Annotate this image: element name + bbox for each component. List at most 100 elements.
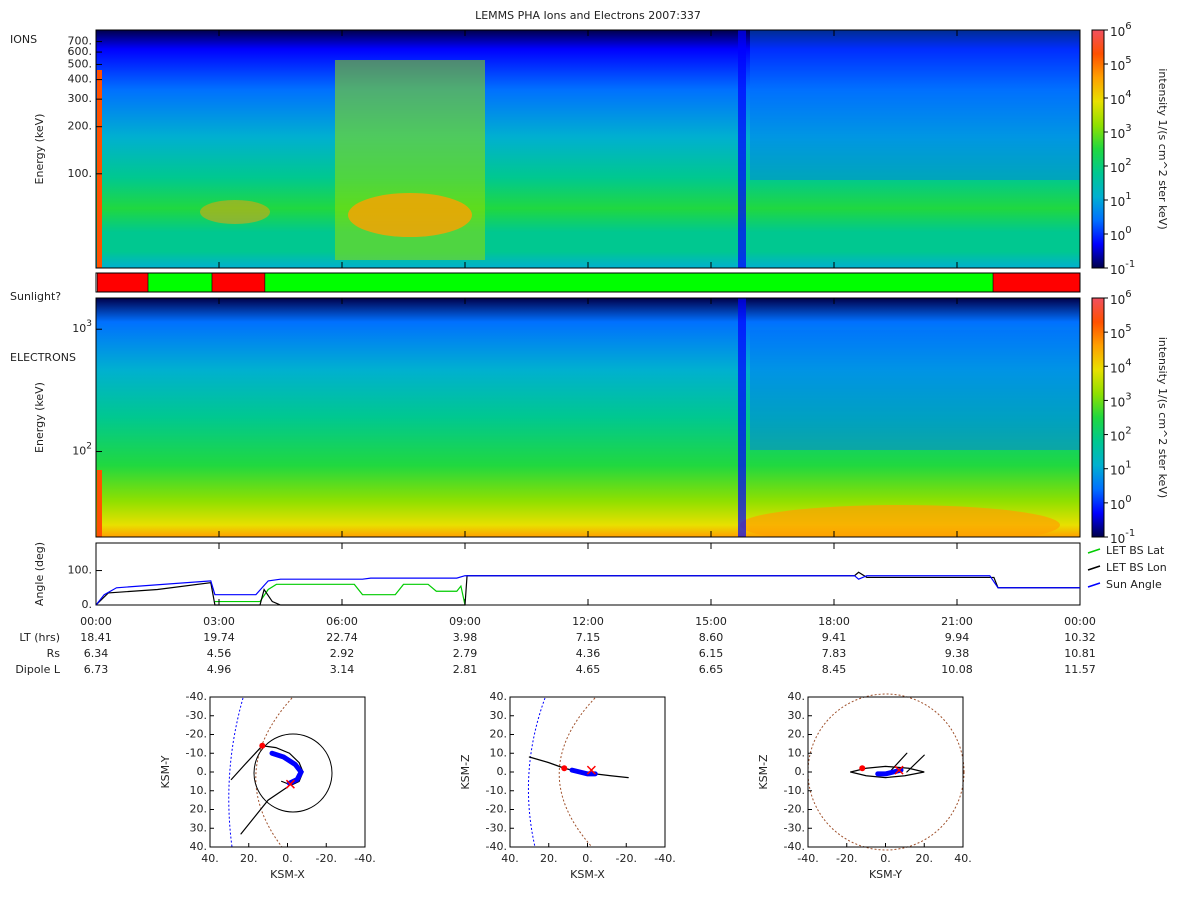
x-tick-label: -40. bbox=[354, 852, 375, 865]
label-base: 500. bbox=[68, 57, 93, 70]
hot-spot bbox=[348, 193, 472, 237]
x-tick-label: -40. bbox=[797, 852, 818, 865]
label-base: 10 bbox=[1110, 161, 1125, 175]
trajectory bbox=[269, 750, 305, 786]
ephemeris-value: 10.08 bbox=[941, 663, 973, 676]
colorbar bbox=[1091, 29, 1105, 269]
hot-spot bbox=[740, 505, 1060, 537]
x-tick-label: 0. bbox=[282, 852, 293, 865]
y-tick-label: -20. bbox=[784, 803, 805, 816]
ephemeris-value: 4.56 bbox=[207, 647, 232, 660]
label-base: 10 bbox=[1110, 497, 1125, 511]
colorbar bbox=[1091, 297, 1105, 538]
colorbar-tick-label: 104 bbox=[1110, 357, 1132, 375]
label-base: 10 bbox=[1110, 361, 1125, 375]
y-tick-label: 30. bbox=[788, 709, 806, 722]
y-tick-label: 102 bbox=[72, 441, 92, 458]
x-tick-label: 20. bbox=[240, 852, 258, 865]
label-base: 10 bbox=[72, 445, 86, 458]
ephemeris-value: 4.65 bbox=[576, 663, 601, 676]
sunlight-segment bbox=[992, 272, 1081, 293]
x-tick-label: 0. bbox=[582, 852, 593, 865]
colorbar-label: intensity 1/(s cm^2 ster keV) bbox=[1156, 337, 1169, 498]
sunlight-segment bbox=[147, 272, 213, 293]
frame bbox=[95, 272, 1081, 293]
label-base: 600. bbox=[68, 45, 93, 58]
y-tick-label: 40. bbox=[190, 840, 208, 853]
y-tick-label: 20. bbox=[788, 728, 806, 741]
label-exponent: 3 bbox=[86, 319, 92, 329]
cool-region bbox=[750, 30, 1080, 180]
ephemeris-value: 8.60 bbox=[699, 631, 724, 644]
spectrogram bbox=[96, 30, 1080, 268]
panel-label: IONS bbox=[10, 33, 37, 46]
label-base: 400. bbox=[68, 73, 93, 86]
y-tick-label: 100. bbox=[68, 564, 93, 577]
position-dot bbox=[561, 765, 568, 772]
label-base: 10 bbox=[1110, 463, 1125, 477]
label-base: 10 bbox=[1110, 25, 1125, 39]
legend-label: LET BS Lat bbox=[1106, 544, 1165, 557]
legend-label: Sun Angle bbox=[1106, 578, 1162, 591]
colorbar-tick-label: 105 bbox=[1110, 323, 1132, 341]
y-tick-label: 10. bbox=[190, 784, 208, 797]
x-tick-label: 06:00 bbox=[326, 615, 358, 628]
sunlight-segment bbox=[264, 272, 994, 293]
x-tick-label: 0. bbox=[880, 852, 891, 865]
bow-shock bbox=[255, 697, 293, 848]
ephemeris-value: 10.81 bbox=[1064, 647, 1096, 660]
x-tick-label: 20. bbox=[540, 852, 558, 865]
y-tick-label: 10. bbox=[788, 746, 806, 759]
label-exponent: 5 bbox=[1125, 323, 1131, 334]
y-tick-label: 20. bbox=[490, 728, 508, 741]
x-axis-label: KSM-X bbox=[270, 868, 305, 881]
ephemeris-value: 2.79 bbox=[453, 647, 478, 660]
colorbar-tick-label: 102 bbox=[1110, 157, 1132, 175]
label-base: 10 bbox=[1110, 59, 1125, 73]
x-tick-label: -20. bbox=[836, 852, 857, 865]
y-tick-label: -30. bbox=[486, 821, 507, 834]
position-cross bbox=[586, 765, 596, 775]
label-exponent: 4 bbox=[1125, 89, 1131, 100]
x-tick-label: 09:00 bbox=[449, 615, 481, 628]
label-exponent: 2 bbox=[86, 441, 92, 451]
ephemeris-value: 11.57 bbox=[1064, 663, 1096, 676]
colorbar-tick-label: 105 bbox=[1110, 55, 1132, 73]
ephemeris-value: 18.41 bbox=[80, 631, 112, 644]
y-tick-label: 700. bbox=[68, 35, 93, 48]
colorbar-tick-label: 10-1 bbox=[1110, 259, 1135, 277]
colorbar-tick-label: 104 bbox=[1110, 89, 1132, 107]
label-base: 700. bbox=[68, 35, 93, 48]
label-exponent: 6 bbox=[1125, 289, 1131, 300]
y-tick-label: 20. bbox=[190, 803, 208, 816]
spectrogram bbox=[96, 298, 1080, 537]
label-base: 10 bbox=[1110, 395, 1125, 409]
colorbar-tick-label: 100 bbox=[1110, 494, 1132, 512]
ephemeris-value: 6.34 bbox=[84, 647, 109, 660]
label-exponent: -1 bbox=[1125, 259, 1135, 270]
trajectory bbox=[230, 745, 304, 786]
y-tick-label: -10. bbox=[486, 784, 507, 797]
position-cross bbox=[285, 779, 295, 789]
x-tick-label: 12:00 bbox=[572, 615, 604, 628]
ephemeris-value: 2.92 bbox=[330, 647, 355, 660]
colorbar-label: intensity 1/(s cm^2 ster keV) bbox=[1156, 68, 1169, 229]
label-base: 300. bbox=[68, 92, 93, 105]
y-tick-label: 0. bbox=[795, 765, 806, 778]
ephemeris-value: 3.14 bbox=[330, 663, 355, 676]
y-tick-label: 500. bbox=[68, 57, 93, 70]
legend-swatch bbox=[1087, 548, 1101, 554]
colorbar-tick-label: 100 bbox=[1110, 225, 1132, 243]
ephemeris-label: LT (hrs) bbox=[19, 631, 60, 644]
label-exponent: 2 bbox=[1125, 157, 1131, 168]
y-tick-label: 0. bbox=[497, 765, 508, 778]
colorbar-tick-label: 101 bbox=[1110, 191, 1132, 209]
y-tick-label: 300. bbox=[68, 92, 93, 105]
trajectory bbox=[528, 756, 629, 779]
sunlight-segment bbox=[96, 272, 149, 293]
y-tick-label: -20. bbox=[186, 728, 207, 741]
ephemeris-value: 19.74 bbox=[203, 631, 235, 644]
trajectory bbox=[890, 752, 908, 771]
y-tick-label: 0. bbox=[82, 598, 93, 611]
ephemeris-value: 7.15 bbox=[576, 631, 601, 644]
